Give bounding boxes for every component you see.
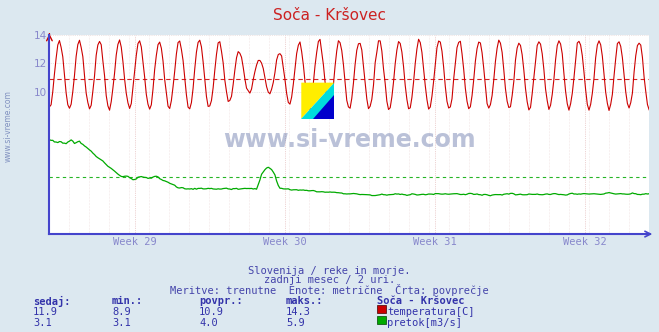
Text: www.si-vreme.com: www.si-vreme.com [223, 128, 476, 152]
Text: 4.0: 4.0 [199, 318, 217, 328]
Text: Slovenija / reke in morje.: Slovenija / reke in morje. [248, 266, 411, 276]
Text: Meritve: trenutne  Enote: metrične  Črta: povprečje: Meritve: trenutne Enote: metrične Črta: … [170, 284, 489, 295]
Text: Soča - Kršovec: Soča - Kršovec [377, 296, 465, 306]
Text: Soča - Kršovec: Soča - Kršovec [273, 8, 386, 23]
Polygon shape [301, 83, 334, 119]
Polygon shape [301, 83, 334, 119]
Text: zadnji mesec / 2 uri.: zadnji mesec / 2 uri. [264, 275, 395, 285]
Text: Week 30: Week 30 [263, 237, 307, 247]
Text: sedaj:: sedaj: [33, 296, 71, 307]
Text: 10.9: 10.9 [199, 307, 224, 317]
Text: pretok[m3/s]: pretok[m3/s] [387, 318, 462, 328]
Text: 5.9: 5.9 [286, 318, 304, 328]
Text: 14.3: 14.3 [286, 307, 311, 317]
Polygon shape [313, 95, 334, 119]
Text: 11.9: 11.9 [33, 307, 58, 317]
Text: min.:: min.: [112, 296, 143, 306]
Text: www.si-vreme.com: www.si-vreme.com [3, 90, 13, 162]
Text: Week 32: Week 32 [563, 237, 607, 247]
Text: 3.1: 3.1 [112, 318, 130, 328]
Text: Week 29: Week 29 [113, 237, 157, 247]
Text: maks.:: maks.: [286, 296, 324, 306]
Text: 8.9: 8.9 [112, 307, 130, 317]
Text: Week 31: Week 31 [413, 237, 457, 247]
Text: temperatura[C]: temperatura[C] [387, 307, 474, 317]
Text: povpr.:: povpr.: [199, 296, 243, 306]
Text: 3.1: 3.1 [33, 318, 51, 328]
